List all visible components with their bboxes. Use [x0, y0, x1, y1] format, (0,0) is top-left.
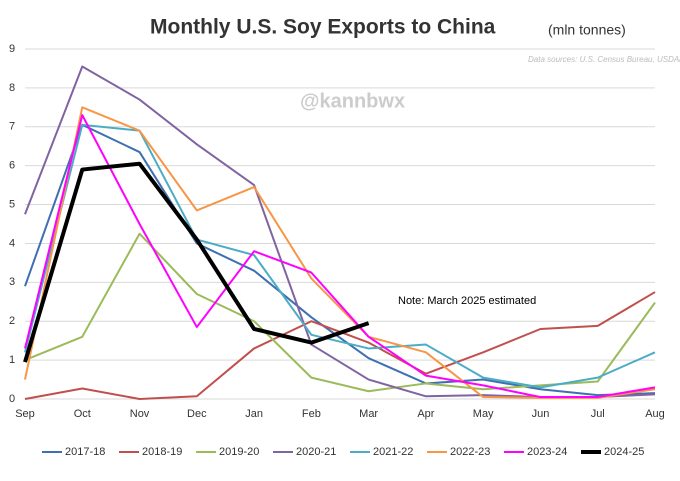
legend-label: 2020-21	[296, 446, 336, 458]
series-line	[24, 65, 656, 399]
x-tick-label: Jul	[591, 408, 605, 420]
y-tick-label: 4	[9, 237, 15, 249]
chart-subtitle: (mln tonnes)	[548, 22, 626, 38]
y-tick-label: 9	[9, 43, 15, 55]
legend-label: 2023-24	[527, 446, 567, 458]
series-line	[24, 232, 656, 393]
x-tick-label: Aug	[645, 408, 665, 420]
series-line	[23, 161, 370, 363]
legend-label: 2021-22	[373, 446, 413, 458]
x-tick-label: Mar	[359, 408, 378, 420]
y-tick-label: 0	[9, 393, 15, 405]
x-tick-label: Jun	[532, 408, 550, 420]
legend-label: 2018-19	[142, 446, 182, 458]
series-line	[24, 123, 656, 389]
x-tick-label: Oct	[74, 408, 91, 420]
x-tick-label: Sep	[15, 408, 35, 420]
y-tick-label: 1	[9, 354, 15, 366]
note: Note: March 2025 estimated	[398, 295, 536, 307]
x-tick-label: Dec	[187, 408, 207, 420]
x-tick-label: Jan	[245, 408, 263, 420]
y-tick-label: 3	[9, 276, 15, 288]
y-tick-label: 8	[9, 82, 15, 94]
x-tick-label: May	[473, 408, 494, 420]
x-tick-label: Feb	[302, 408, 321, 420]
series-line	[24, 123, 656, 397]
legend-label: 2024-25	[604, 446, 644, 458]
series-line	[24, 106, 656, 399]
y-tick-label: 5	[9, 198, 15, 210]
legend-label: 2017-18	[65, 446, 105, 458]
y-tick-label: 7	[9, 121, 15, 133]
series-line	[24, 114, 656, 399]
y-tick-label: 6	[9, 160, 15, 172]
source-note: Data sources: U.S. Census Bureau, USDA/F…	[528, 55, 680, 64]
watermark: @kannbwx	[300, 90, 405, 112]
legend-label: 2022-23	[450, 446, 490, 458]
chart-title: Monthly U.S. Soy Exports to China	[150, 16, 496, 39]
x-tick-label: Nov	[130, 408, 150, 420]
y-tick-label: 2	[9, 315, 15, 327]
legend-label: 2019-20	[219, 446, 259, 458]
x-tick-label: Apr	[417, 408, 434, 420]
